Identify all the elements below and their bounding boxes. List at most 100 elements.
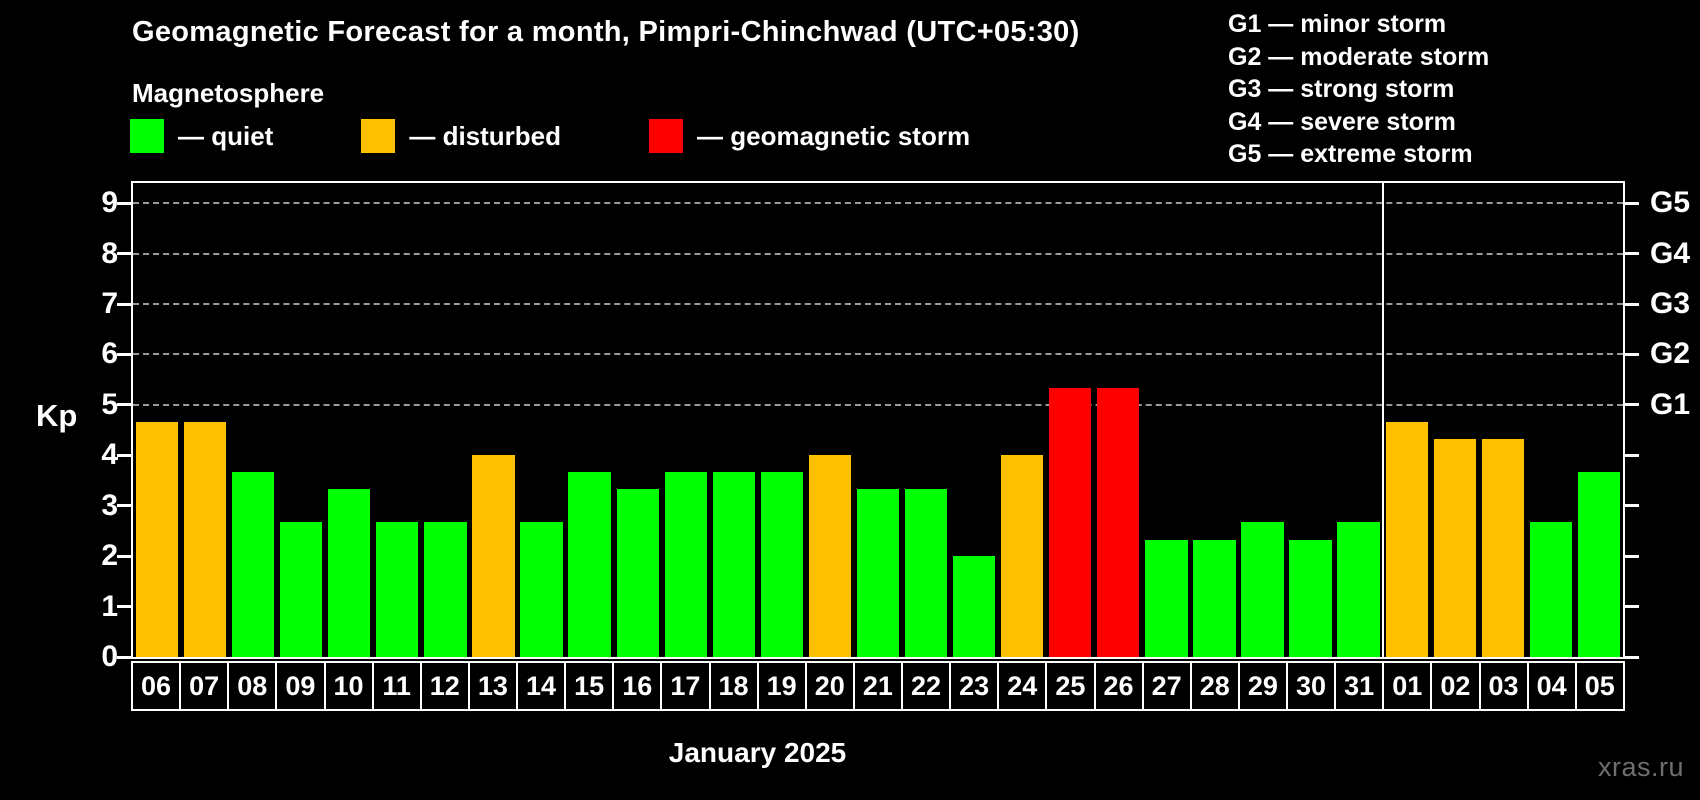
left-axis-tick-6 [117, 352, 131, 356]
gridline-kp-6 [133, 353, 1623, 356]
g-level-label-G4: G4 [1650, 236, 1691, 270]
chart-title: Geomagnetic Forecast for a month, Pimpri… [132, 16, 1080, 48]
gridline-kp-7 [133, 303, 1623, 306]
magnetosphere-label: Magnetosphere [132, 78, 325, 108]
kp-bar-day-01 [1385, 421, 1428, 657]
day-label-18: 18 [708, 661, 759, 711]
day-label-14: 14 [516, 661, 567, 711]
day-label-30: 30 [1286, 661, 1337, 711]
y-tick-label-8: 8 [101, 236, 118, 270]
right-axis-tick-0 [1625, 655, 1639, 659]
g-legend-line-1: G1 — minor storm [1228, 10, 1447, 38]
right-axis-tick-6 [1625, 352, 1639, 356]
right-axis-tick-3 [1625, 504, 1639, 508]
kp-bar-day-07 [183, 421, 227, 657]
day-label-23: 23 [949, 661, 1000, 711]
kp-bar-day-23 [952, 556, 996, 657]
kp-bar-day-22 [904, 489, 948, 657]
y-tick-label-0: 0 [101, 640, 118, 673]
day-label-25: 25 [1045, 661, 1096, 711]
y-tick-label-6: 6 [101, 337, 118, 371]
disturbed-swatch [361, 119, 396, 153]
g-legend-line-4: G4 — severe storm [1228, 107, 1456, 136]
day-label-28: 28 [1189, 661, 1240, 711]
day-label-10: 10 [323, 661, 374, 711]
day-label-16: 16 [612, 661, 663, 711]
y-tick-label-3: 3 [101, 488, 118, 522]
kp-bar-day-31 [1337, 522, 1380, 657]
kp-bar-day-13 [472, 455, 515, 657]
day-label-07: 07 [179, 661, 230, 711]
left-axis-tick-4 [117, 453, 131, 457]
day-label-12: 12 [419, 661, 470, 711]
left-axis-tick-9 [117, 201, 131, 205]
kp-bar-day-28 [1193, 539, 1236, 657]
right-axis-tick-5 [1625, 403, 1639, 407]
day-label-09: 09 [275, 661, 326, 711]
day-label-19: 19 [756, 661, 807, 711]
day-label-26: 26 [1093, 661, 1144, 711]
gridline-kp-8 [133, 252, 1623, 255]
kp-bar-day-10 [328, 489, 371, 657]
day-label-08: 08 [227, 661, 278, 711]
day-label-31: 31 [1334, 661, 1385, 711]
storm-swatch [649, 119, 684, 153]
quiet-swatch [130, 119, 164, 153]
y-tick-label-7: 7 [101, 287, 118, 321]
kp-bar-day-25 [1049, 388, 1092, 657]
kp-bar-day-09 [280, 522, 323, 657]
day-label-21: 21 [852, 661, 903, 711]
left-axis-tick-7 [117, 302, 131, 306]
g-legend-line-5: G5 — extreme storm [1228, 140, 1473, 168]
g-legend-line-2: G2 — moderate storm [1228, 42, 1490, 71]
site-watermark: xras.ru [1597, 752, 1684, 782]
g-level-label-G5: G5 [1650, 186, 1691, 220]
day-label-02: 02 [1430, 661, 1481, 711]
right-axis-tick-2 [1625, 554, 1639, 558]
left-axis-tick-8 [117, 252, 131, 256]
g-legend-line-3: G3 — strong storm [1228, 75, 1455, 103]
kp-bar-day-24 [1001, 455, 1044, 657]
month-label: January 2025 [668, 737, 847, 768]
kp-bar-day-17 [664, 471, 707, 657]
kp-bar-day-02 [1433, 438, 1476, 657]
day-label-17: 17 [660, 661, 711, 711]
day-label-13: 13 [467, 661, 518, 711]
y-axis-label-kp: Kp [36, 398, 78, 433]
g-level-label-G2: G2 [1650, 337, 1691, 371]
day-label-24: 24 [997, 661, 1048, 711]
legend-label-quiet: — quiet [178, 120, 274, 151]
kp-bar-day-18 [712, 471, 755, 657]
right-axis-tick-8 [1625, 252, 1639, 256]
right-axis-tick-9 [1625, 201, 1639, 205]
legend-item-disturbed: — disturbed [361, 119, 561, 153]
day-label-04: 04 [1526, 661, 1577, 711]
legend-item-storm: — geomagnetic storm [649, 119, 970, 153]
day-label-05: 05 [1574, 661, 1625, 711]
legend-item-quiet: — quiet [130, 119, 273, 153]
right-axis-tick-7 [1625, 302, 1639, 306]
kp-bar-day-12 [424, 522, 467, 657]
g-level-label-G3: G3 [1650, 287, 1691, 321]
left-axis-tick-3 [117, 504, 131, 508]
y-tick-label-9: 9 [101, 186, 118, 220]
kp-bar-day-21 [856, 489, 900, 657]
left-axis-tick-1 [117, 605, 131, 609]
day-label-01: 01 [1382, 661, 1433, 711]
left-axis-tick-0 [117, 655, 131, 659]
kp-bar-day-03 [1481, 438, 1524, 657]
y-tick-label-2: 2 [101, 539, 118, 573]
kp-bar-day-30 [1289, 539, 1332, 657]
plot-area [131, 181, 1625, 659]
gridline-kp-5 [133, 403, 1623, 406]
kp-bar-day-15 [568, 471, 611, 657]
storm-legend: — quiet — disturbed — geomagnetic storm [130, 119, 970, 153]
kp-bar-day-16 [616, 489, 659, 657]
kp-bar-day-26 [1097, 388, 1140, 657]
left-axis-tick-5 [117, 403, 131, 407]
g-scale-legend: G1 — minor storm G2 — moderate storm G3 — … [1228, 8, 1489, 171]
day-label-15: 15 [564, 661, 615, 711]
day-label-20: 20 [804, 661, 855, 711]
x-axis-day-labels: 06 07 08 09 10 11 12 13 14 15 16 17 18 19 20 21 22 23 24 25… [131, 661, 1625, 711]
